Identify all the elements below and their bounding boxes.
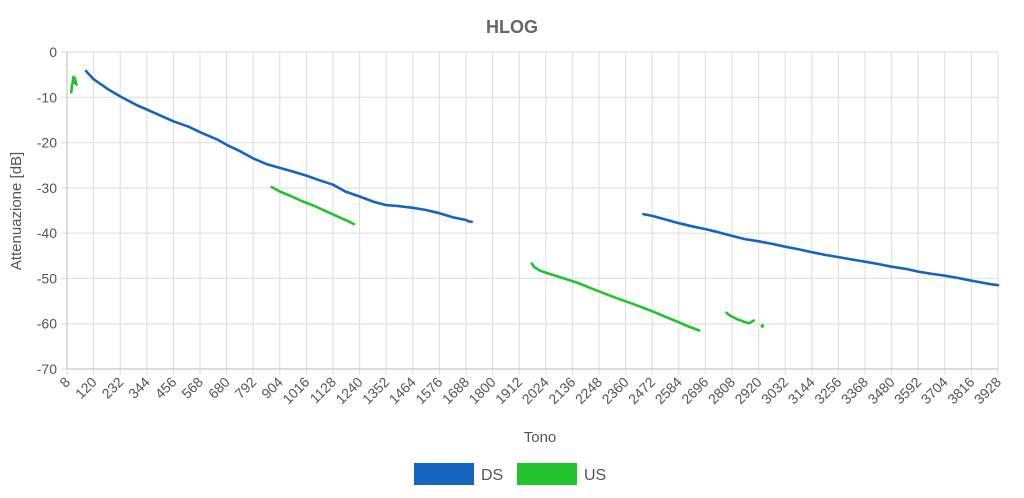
x-tick-label: 3480 bbox=[864, 374, 897, 407]
x-tick-label: 2360 bbox=[598, 374, 631, 407]
x-tick-label: 1240 bbox=[332, 374, 365, 407]
series-us-point bbox=[760, 324, 765, 328]
x-tick-label: 1352 bbox=[359, 374, 392, 407]
x-tick-label: 3704 bbox=[918, 374, 951, 407]
series-us-line bbox=[530, 262, 701, 332]
x-tick-label: 3592 bbox=[891, 374, 924, 407]
x-tick-label: 3032 bbox=[758, 374, 791, 407]
series-layer bbox=[70, 69, 1000, 332]
y-axis-ticks: 0 -10 -20 -30 -40 -50 -60 -70 bbox=[37, 44, 57, 377]
y-tick-label: -30 bbox=[37, 180, 57, 196]
x-tick-label: 3256 bbox=[811, 374, 844, 407]
legend-label-ds[interactable]: DS bbox=[481, 467, 503, 484]
series-ds bbox=[84, 69, 1000, 287]
x-tick-label: 2920 bbox=[731, 374, 764, 407]
x-tick-label: 2696 bbox=[678, 374, 711, 407]
x-tick-label: 792 bbox=[231, 374, 259, 402]
legend-swatch-ds[interactable] bbox=[414, 463, 474, 485]
y-tick-label: -10 bbox=[37, 89, 57, 105]
x-tick-label: 2808 bbox=[705, 374, 738, 407]
x-tick-label: 8 bbox=[56, 374, 73, 391]
x-tick-label: 1464 bbox=[386, 374, 419, 407]
x-tick-label: 2024 bbox=[519, 374, 552, 407]
x-tick-label: 232 bbox=[98, 374, 126, 402]
legend-label-us[interactable]: US bbox=[584, 467, 606, 484]
series-us-line bbox=[70, 75, 78, 94]
x-tick-label: 2584 bbox=[652, 374, 685, 407]
series-us bbox=[70, 75, 765, 332]
x-tick-label: 3144 bbox=[785, 374, 818, 407]
x-tick-label: 1576 bbox=[412, 374, 445, 407]
x-tick-label: 3928 bbox=[971, 374, 1004, 407]
y-tick-label: 0 bbox=[49, 44, 57, 60]
x-tick-label: 1128 bbox=[307, 374, 340, 407]
x-tick-label: 120 bbox=[72, 374, 100, 402]
x-tick-label: 680 bbox=[205, 374, 233, 402]
x-tick-label: 456 bbox=[152, 374, 180, 402]
y-tick-label: -60 bbox=[37, 316, 57, 332]
y-tick-label: -70 bbox=[37, 361, 57, 377]
series-us-line bbox=[725, 311, 756, 325]
x-tick-label: 2472 bbox=[625, 374, 658, 407]
x-tick-label: 344 bbox=[125, 374, 153, 402]
x-tick-label: 3368 bbox=[838, 374, 871, 407]
y-tick-label: -40 bbox=[37, 225, 57, 241]
x-tick-label: 3816 bbox=[944, 374, 977, 407]
x-axis-title: Tono bbox=[524, 429, 557, 446]
x-tick-label: 1688 bbox=[439, 374, 472, 407]
x-tick-label: 1800 bbox=[465, 374, 498, 407]
x-tick-label: 568 bbox=[178, 374, 206, 402]
series-ds-line bbox=[84, 69, 473, 224]
y-tick-label: -50 bbox=[37, 270, 57, 286]
legend: DS US bbox=[414, 463, 606, 485]
chart-title: HLOG bbox=[486, 17, 538, 37]
x-tick-label: 2136 bbox=[545, 374, 578, 407]
y-tick-label: -20 bbox=[37, 135, 57, 151]
legend-swatch-us[interactable] bbox=[517, 463, 577, 485]
x-tick-label: 1912 bbox=[492, 374, 525, 407]
x-axis-ticks: 8120232344456568680792904101611281240135… bbox=[56, 374, 1004, 407]
x-tick-label: 1016 bbox=[279, 374, 312, 407]
grid bbox=[61, 51, 999, 375]
series-ds-line bbox=[642, 212, 1000, 287]
series-us-line bbox=[270, 185, 356, 226]
x-tick-label: 2248 bbox=[572, 374, 605, 407]
y-axis-title: Attenuazione [dB] bbox=[8, 152, 25, 270]
